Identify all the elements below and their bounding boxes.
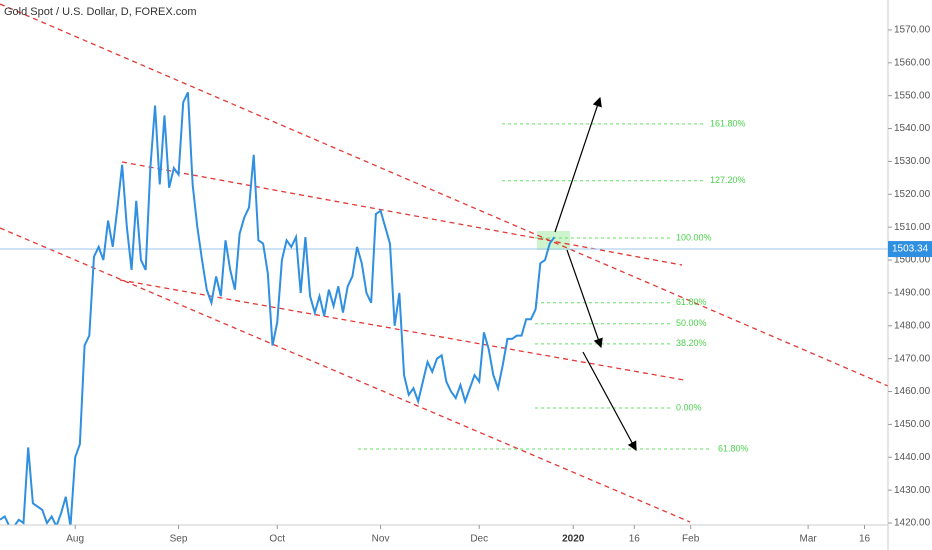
fib-label: 127.20% (710, 175, 746, 185)
y-tick-label: 1480.00 (894, 320, 931, 331)
x-tick-label: Nov (372, 534, 390, 545)
fib-label: 50.00% (676, 318, 707, 328)
trend-line (119, 279, 685, 381)
y-tick-label: 1430.00 (894, 485, 931, 496)
last-price-box (888, 241, 932, 258)
y-tick-label: 1510.00 (894, 222, 931, 233)
y-tick-label: 1550.00 (894, 90, 931, 101)
trend-line (121, 161, 683, 266)
fib-label: 61.80% (718, 443, 749, 453)
y-tick-label: 1420.00 (894, 518, 931, 529)
price-line (0, 91, 556, 525)
y-tick-label: 1450.00 (894, 419, 931, 430)
x-tick-label: Dec (470, 534, 488, 545)
x-tick-label: 2020 (562, 534, 585, 545)
x-tick-label: Oct (269, 534, 285, 545)
y-tick-label: 1530.00 (894, 156, 931, 167)
x-tick-label: Mar (800, 534, 818, 545)
y-tick-label: 1540.00 (894, 123, 931, 134)
plot-area (0, 3, 888, 525)
x-tick-label: Sep (170, 534, 188, 545)
arrows (554, 96, 637, 452)
chart-title: Gold Spot / U.S. Dollar, D, FOREX.com (4, 6, 197, 18)
y-tick-label: 1570.00 (894, 25, 931, 36)
x-tick-label: Aug (66, 534, 84, 545)
y-tick-label: 1500.00 (894, 255, 931, 266)
fib-label: 61.80% (676, 297, 707, 307)
y-tick-label: 1470.00 (894, 353, 931, 364)
fib-label: 100.00% (676, 232, 712, 242)
y-tick-label: 1440.00 (894, 452, 931, 463)
trend-lines (0, 3, 888, 523)
highlight-box (537, 231, 570, 250)
x-tick-label: 16 (629, 534, 641, 545)
x-tick-label: Feb (682, 534, 700, 545)
y-tick-label: 1490.00 (894, 288, 931, 299)
arrow (566, 249, 603, 349)
fib-label: 0.00% (676, 402, 702, 412)
fib-label: 161.80% (710, 118, 746, 128)
trend-line (0, 3, 888, 387)
y-tick-label: 1460.00 (894, 386, 931, 397)
arrow (554, 96, 602, 233)
x-tick-label: 16 (859, 534, 871, 545)
last-price-label: 1503.34 (892, 244, 929, 255)
y-tick-label: 1560.00 (894, 57, 931, 68)
fib-label: 38.20% (676, 338, 707, 348)
y-tick-label: 1520.00 (894, 189, 931, 200)
trend-line (0, 227, 691, 523)
arrow (582, 351, 637, 452)
